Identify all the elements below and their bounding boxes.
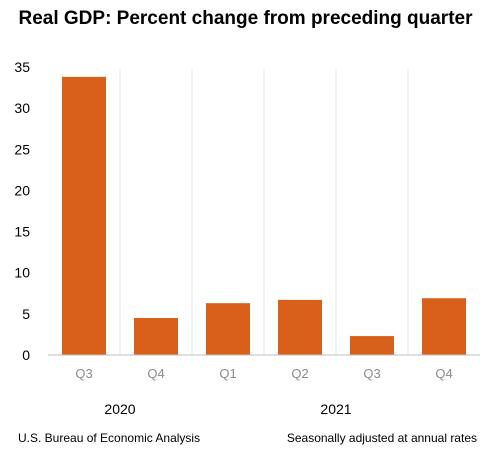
bar: [62, 76, 106, 356]
bar: [278, 299, 322, 355]
x-tick-label: Q1: [219, 366, 236, 381]
y-tick-label: 25: [14, 141, 30, 157]
year-group-label: 2020: [104, 401, 135, 417]
x-tick-label: Q3: [363, 366, 380, 381]
y-tick-label: 15: [14, 224, 30, 240]
y-tick-label: 30: [14, 100, 30, 116]
x-tick-label: Q2: [291, 366, 308, 381]
x-tick-label: Q4: [147, 366, 164, 381]
bar: [350, 336, 394, 355]
year-group-label: 2021: [320, 401, 351, 417]
y-tick-label: 5: [22, 306, 30, 322]
y-tick-label: 0: [22, 347, 30, 363]
bar: [134, 317, 178, 355]
x-tick-label: Q3: [75, 366, 92, 381]
y-tick-label: 20: [14, 182, 30, 198]
source-note: U.S. Bureau of Economic Analysis: [18, 431, 201, 445]
bar: [422, 298, 466, 355]
y-tick-label: 10: [14, 265, 30, 281]
seasonal-note: Seasonally adjusted at annual rates: [286, 431, 477, 445]
x-tick-label: Q4: [435, 366, 452, 381]
chart-title: Real GDP: Percent change from preceding …: [18, 8, 473, 29]
bar: [206, 303, 250, 355]
y-tick-label: 35: [14, 59, 30, 75]
